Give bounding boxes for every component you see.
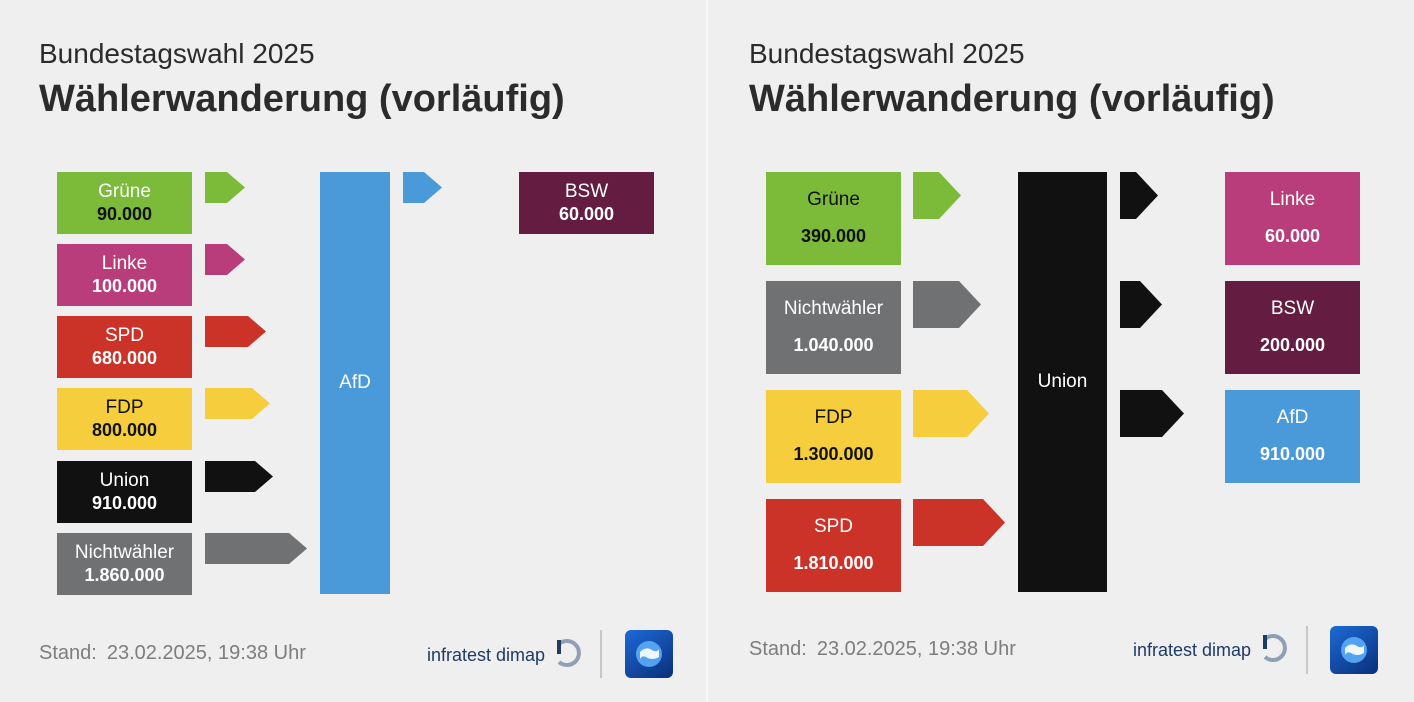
target-box-bsw: BSW 200.000 — [1225, 281, 1360, 374]
stand-label: Stand: — [749, 638, 807, 660]
stand-date: 23.02.2025, 19:38 Uhr — [106, 642, 306, 664]
source-box-fdp: FDP 800.000 — [57, 388, 192, 450]
target-name: BSW — [1270, 298, 1315, 320]
source-box-nichtwaehler: Nichtwähler 1.860.000 — [57, 533, 192, 595]
source-value: 1.810.000 — [793, 553, 874, 574]
target-box-linke: Linke 60.000 — [1225, 172, 1360, 265]
flow-arrow-spd — [205, 316, 266, 347]
flow-arrow-to-bsw — [403, 172, 442, 203]
flow-arrow-to-afd — [1120, 390, 1184, 437]
source-name: FDP — [814, 407, 853, 429]
target-value: 60.000 — [558, 203, 615, 224]
target-value: 60.000 — [1264, 226, 1321, 247]
target-box-afd: AfD 910.000 — [1225, 390, 1360, 483]
source-value: 90.000 — [96, 203, 153, 224]
center-bar-union: Union — [1018, 172, 1107, 592]
flow-arrow-union — [205, 461, 273, 492]
source-name: SPD — [813, 516, 854, 538]
center-bar-afd: AfD — [320, 172, 390, 594]
source-box-spd: SPD 1.810.000 — [766, 499, 901, 592]
brand-text: infratest dimap — [427, 645, 546, 665]
flow-arrow-to-linke — [1120, 172, 1158, 219]
source-name: Grüne — [98, 180, 151, 202]
flow-arrow-spd — [913, 499, 1005, 546]
source-name: Nichtwähler — [74, 541, 175, 563]
subtitle: Bundestagswahl 2025 — [39, 38, 315, 69]
source-name: Linke — [101, 252, 148, 274]
subtitle: Bundestagswahl 2025 — [749, 38, 1025, 69]
flow-arrow-fdp — [913, 390, 989, 437]
flow-arrow-to-bsw — [1120, 281, 1162, 328]
source-box-fdp: FDP 1.300.000 — [766, 390, 901, 483]
left-panel: Bundestagswahl 2025 Wählerwanderung (vor… — [39, 38, 673, 678]
source-box-gruene: Grüne 90.000 — [57, 172, 192, 234]
target-value: 910.000 — [1259, 444, 1326, 465]
flow-arrow-linke — [205, 244, 245, 275]
infratest-dimap-logo: infratest dimap — [1133, 633, 1289, 668]
target-value: 200.000 — [1259, 335, 1326, 356]
logo-divider — [600, 630, 602, 678]
infratest-mark-icon — [1259, 633, 1289, 668]
target-box-bsw: BSW 60.000 — [519, 172, 654, 234]
source-box-linke: Linke 100.000 — [57, 244, 192, 306]
tagesschau-logo-icon — [625, 630, 673, 678]
flow-arrow-gruene — [913, 172, 961, 219]
target-name: BSW — [564, 180, 609, 202]
source-name: SPD — [104, 324, 145, 346]
source-value: 680.000 — [91, 347, 158, 368]
source-name: Union — [99, 469, 150, 491]
source-value: 1.040.000 — [793, 335, 874, 356]
source-value: 1.860.000 — [84, 564, 165, 585]
brand-text: infratest dimap — [1133, 640, 1252, 660]
flow-arrow-nichtwaehler — [205, 533, 307, 564]
source-value: 100.000 — [91, 275, 158, 296]
stand-line: Stand: 23.02.2025, 19:38 Uhr — [749, 638, 1016, 661]
flow-arrow-nichtwaehler — [913, 281, 981, 328]
title: Wählerwanderung (vorläufig) — [749, 78, 1275, 120]
flow-arrow-fdp — [205, 388, 270, 419]
right-panel: Bundestagswahl 2025 Wählerwanderung (vor… — [707, 0, 1414, 702]
logo-divider — [1306, 626, 1308, 674]
source-box-spd: SPD 680.000 — [57, 316, 192, 378]
source-box-nichtwaehler: Nichtwähler 1.040.000 — [766, 281, 901, 374]
source-value: 1.300.000 — [793, 444, 874, 465]
target-name: AfD — [1276, 407, 1309, 429]
source-name: FDP — [105, 396, 144, 418]
tagesschau-logo-icon — [1330, 626, 1378, 674]
stand-line: Stand: 23.02.2025, 19:38 Uhr — [39, 642, 306, 665]
infratest-mark-icon — [553, 638, 583, 673]
source-box-gruene: Grüne 390.000 — [766, 172, 901, 265]
source-box-union: Union 910.000 — [57, 461, 192, 523]
flow-arrow-gruene — [205, 172, 245, 203]
title: Wählerwanderung (vorläufig) — [39, 78, 565, 120]
stand-label: Stand: — [39, 642, 97, 664]
infratest-dimap-logo: infratest dimap — [427, 638, 583, 673]
source-value: 390.000 — [800, 226, 867, 247]
stand-date: 23.02.2025, 19:38 Uhr — [816, 638, 1016, 660]
source-value: 800.000 — [91, 419, 158, 440]
source-name: Grüne — [807, 189, 860, 211]
target-name: Linke — [1269, 189, 1316, 211]
panel-divider — [706, 0, 708, 702]
source-name: Nichtwähler — [783, 298, 884, 320]
source-value: 910.000 — [91, 492, 158, 513]
